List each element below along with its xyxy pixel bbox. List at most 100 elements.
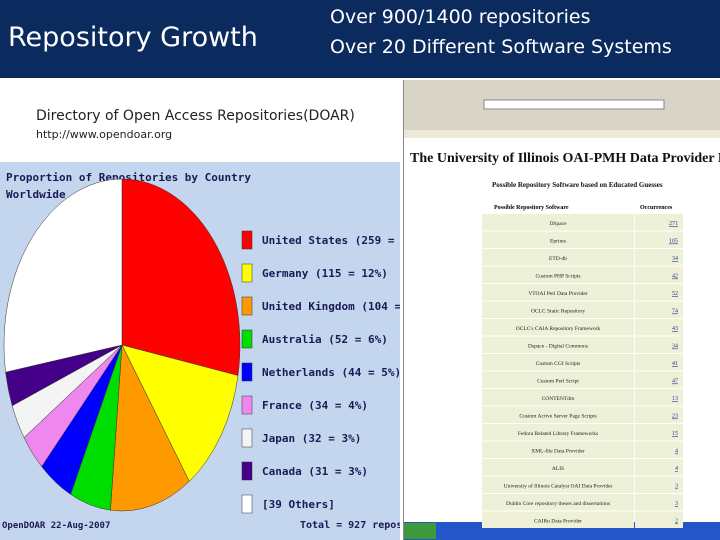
column-header: Possible Repository Software <box>494 205 569 211</box>
table-cell <box>635 424 683 441</box>
occurrences: 34 <box>672 344 678 350</box>
tab-bar <box>404 130 720 138</box>
legend-swatch <box>241 494 253 514</box>
registry-subtitle: Possible Repository Software based on Ed… <box>492 181 663 189</box>
table-cell <box>482 354 634 371</box>
slide-title: Repository Growth <box>8 22 258 53</box>
table-cell <box>482 266 634 283</box>
legend-label: France (34 = 4%) <box>262 399 368 412</box>
table-cell <box>635 459 683 476</box>
doar-heading: Directory of Open Access Repositories(DO… <box>36 108 355 124</box>
occurrences: 23 <box>672 414 678 420</box>
table-cell <box>482 511 634 528</box>
table-cell <box>635 231 683 248</box>
table-cell <box>482 494 634 511</box>
table-cell <box>482 284 634 301</box>
table-cell <box>482 389 634 406</box>
occurrences: 47 <box>672 379 678 385</box>
table-cell <box>482 319 634 336</box>
pie-footer: OpenDOAR 22-Aug-2007 <box>2 521 110 531</box>
table-cell <box>482 424 634 441</box>
table-cell <box>635 319 683 336</box>
table-cell <box>482 441 634 458</box>
occurrences: 15 <box>672 431 678 437</box>
legend-swatch <box>241 362 253 382</box>
occurrences: 41 <box>672 361 678 367</box>
legend-swatch <box>241 428 253 448</box>
table-cell <box>635 389 683 406</box>
table-cell <box>482 301 634 318</box>
table-cell <box>635 336 683 353</box>
software-name: Custom PHP Scripts <box>535 274 580 280</box>
pie-chart: Proportion of Repositories by Country Wo… <box>0 162 400 540</box>
software-name: Dublin Core repository theses and disser… <box>506 501 610 507</box>
software-name: Fedora Related Library Frameworks <box>518 431 598 437</box>
software-name: ETD-db <box>549 256 567 262</box>
table-cell <box>482 459 634 476</box>
table-cell <box>635 284 683 301</box>
software-name: Custom Active Server Page Scripts <box>519 414 596 420</box>
browser-screenshot: The University of Illinois OAI-PMH Data … <box>403 80 720 540</box>
pie-slice <box>110 344 190 512</box>
column-header: Occurrences <box>640 205 673 211</box>
bullet: Over 900/1400 repositories <box>330 6 591 28</box>
legend-swatch <box>241 329 253 349</box>
software-name: CAIRn Data Provider <box>534 519 582 525</box>
pie-subtitle: Worldwide <box>6 188 66 201</box>
legend-swatch <box>241 296 253 316</box>
table-cell <box>635 476 683 493</box>
table-cell <box>482 231 634 248</box>
software-name: OCLC's CAIA Repository Framework <box>516 326 601 332</box>
software-name: Custom Perl Script <box>537 379 579 385</box>
legend-label: Japan (32 = 3%) <box>262 432 361 445</box>
occurrences: 2 <box>675 519 678 525</box>
table-cell <box>482 476 634 493</box>
software-name: ALIS <box>552 466 564 472</box>
doar-url: http://www.opendoar.org <box>36 128 173 141</box>
table-cell <box>482 371 634 388</box>
address-bar <box>483 99 665 110</box>
occurrences: 74 <box>672 309 678 315</box>
software-name: VTOAI Perl Data Provider <box>528 291 587 297</box>
table-cell <box>482 214 634 231</box>
occurrences: 42 <box>672 274 678 280</box>
table-cell <box>482 249 634 266</box>
software-name: DSpace <box>549 221 567 227</box>
occurrences: 3 <box>675 501 678 507</box>
occurrences: 3 <box>675 484 678 490</box>
legend-swatch <box>241 461 253 481</box>
bullet: Over 20 Different Software Systems <box>330 36 672 58</box>
pie-slice <box>3 178 123 373</box>
legend-swatch <box>241 230 253 250</box>
table-cell <box>635 249 683 266</box>
table-cell <box>635 406 683 423</box>
registry-title: The University of Illinois OAI-PMH Data … <box>410 151 720 166</box>
pie-slice <box>121 178 241 376</box>
legend-swatch <box>241 395 253 415</box>
occurrences: 105 <box>669 239 678 245</box>
table-cell <box>482 336 634 353</box>
occurrences: 34 <box>672 256 678 262</box>
software-name: XML-file Data Provider <box>531 448 585 455</box>
table-cell <box>482 406 634 423</box>
occurrences: 4 <box>675 449 678 455</box>
legend-label: Germany (115 = 12%) <box>262 267 388 280</box>
legend-label: [39 Others] <box>262 498 335 511</box>
legend-swatch <box>241 263 253 283</box>
legend-label: United Kingdom (104 = 11%) <box>262 300 400 313</box>
pie-slice <box>121 344 239 482</box>
pie-footer: Total = 927 repositories <box>300 519 400 531</box>
occurrences: 4 <box>675 466 678 472</box>
occurrences: 52 <box>672 291 678 297</box>
table-cell <box>635 266 683 283</box>
start-button <box>404 523 436 539</box>
software-name: Custom CGI Scripts <box>536 361 581 367</box>
software-name: Dspace - Digital Commons <box>528 344 588 350</box>
table-cell <box>635 441 683 458</box>
pie-title: Proportion of Repositories by Country <box>6 171 251 184</box>
occurrences: 271 <box>669 221 678 227</box>
software-name: Eprints <box>550 239 566 245</box>
legend-label: Australia (52 = 6%) <box>262 333 388 346</box>
table-cell <box>635 371 683 388</box>
